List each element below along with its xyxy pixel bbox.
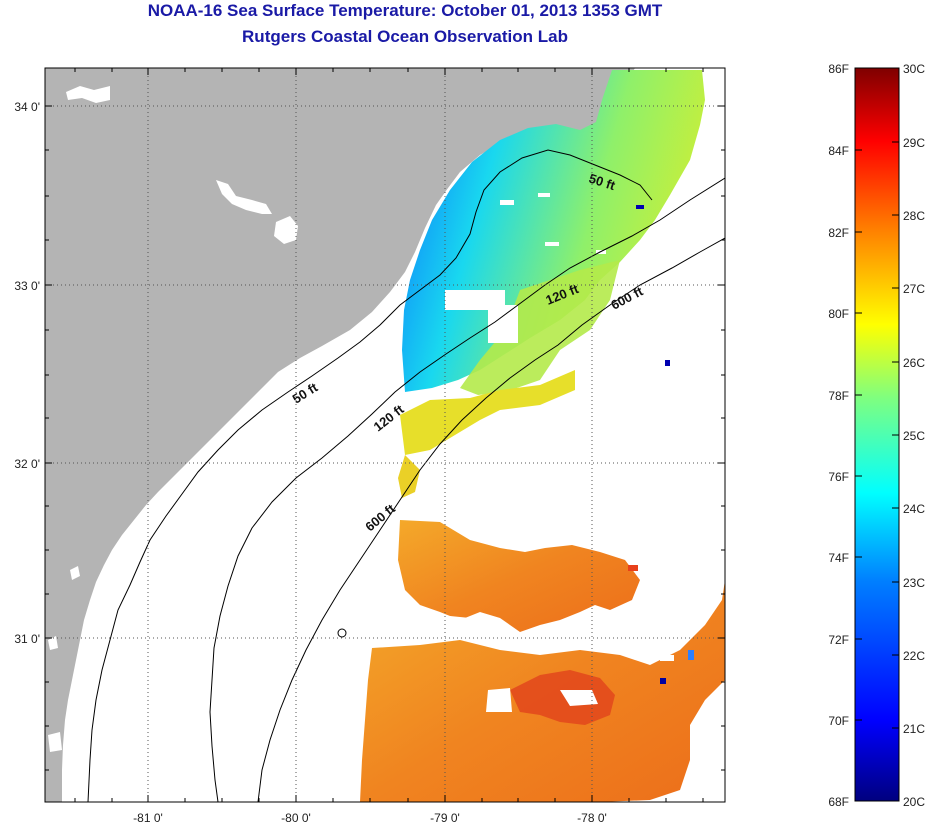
sst-warm-south — [398, 520, 640, 632]
lon-label-81: -81 0' — [133, 811, 163, 825]
colorbar-f-3: 80F — [828, 307, 849, 321]
map-title: NOAA-16 Sea Surface Temperature: October… — [147, 1, 663, 20]
colorbar-c-3: 27C — [903, 282, 925, 296]
map-subtitle: Rutgers Coastal Ocean Observation Lab — [242, 27, 568, 46]
lon-label-80: -80 0' — [281, 811, 311, 825]
contour-50ft — [87, 149, 653, 802]
colorbar-c-7: 23C — [903, 576, 925, 590]
sst-midshelf — [460, 260, 620, 395]
lat-label-33: 33 0' — [14, 279, 40, 293]
bathymetry-contours — [87, 149, 725, 802]
land-mass — [45, 68, 635, 802]
colorbar-f-8: 70F — [828, 714, 849, 728]
lon-label-79: -79 0' — [430, 811, 460, 825]
contour-600ft — [257, 237, 725, 802]
colorbar-f-9: 68F — [828, 795, 849, 809]
colorbar-c-6: 24C — [903, 502, 925, 516]
colorbar-c-10: 20C — [903, 795, 925, 809]
lat-label-34: 34 0' — [14, 100, 40, 114]
sst-midshelf-yellow — [400, 370, 575, 455]
colorbar-c-5: 25C — [903, 429, 925, 443]
colorbar-c-1: 29C — [903, 136, 925, 150]
colorbar-gradient — [854, 67, 900, 802]
colorbar-f-6: 74F — [828, 551, 849, 565]
colorbar-c-0: 30C — [903, 62, 925, 76]
colorbar-c-2: 28C — [903, 209, 925, 223]
map-frame — [44, 67, 726, 803]
colorbar-c-9: 21C — [903, 722, 925, 736]
colorbar-f-2: 82F — [828, 226, 849, 240]
colorbar: 86F 84F 82F 80F 78F 76F 74F 72F 70F 68F … — [828, 62, 925, 809]
sst-cool-nearshore — [402, 70, 705, 392]
colorbar-c-8: 22C — [903, 649, 925, 663]
colorbar-c-4: 26C — [903, 356, 925, 370]
graticule — [45, 68, 725, 802]
colorbar-f-5: 76F — [828, 470, 849, 484]
lat-label-32: 32 0' — [14, 457, 40, 471]
contour-120ft — [209, 177, 725, 802]
frame-ticks — [45, 68, 725, 802]
colorbar-f-7: 72F — [828, 633, 849, 647]
lon-label-78: -78 0' — [577, 811, 607, 825]
colorbar-f-1: 84F — [828, 144, 849, 158]
colorbar-f-4: 78F — [828, 389, 849, 403]
colorbar-f-0: 86F — [828, 62, 849, 76]
map-area — [45, 68, 725, 802]
lat-label-31: 31 0' — [14, 632, 40, 646]
